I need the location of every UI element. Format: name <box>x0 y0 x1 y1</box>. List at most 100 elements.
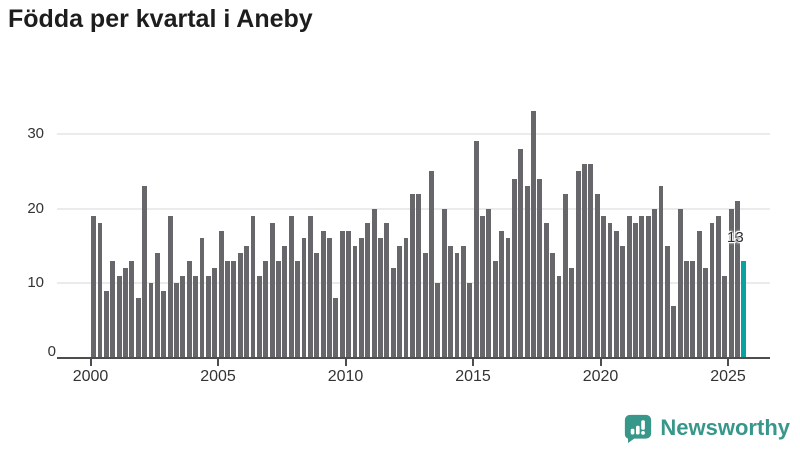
bar <box>320 231 326 358</box>
y-tick-label-20: 20 <box>27 200 44 217</box>
bar <box>620 246 626 358</box>
bar <box>626 216 632 358</box>
x-tick-label-2015: 2015 <box>455 368 491 385</box>
bar <box>441 209 447 358</box>
bar <box>91 216 97 358</box>
bar <box>282 246 288 358</box>
bar <box>499 231 505 358</box>
bar <box>103 291 109 358</box>
bar <box>250 216 256 358</box>
bar <box>480 216 485 358</box>
bar <box>409 194 415 358</box>
bar <box>327 238 332 358</box>
bar <box>116 276 122 358</box>
gridline-30 <box>57 133 770 135</box>
bar <box>346 231 352 358</box>
bar <box>588 164 594 358</box>
bar <box>231 261 237 358</box>
x-tick-label-2000: 2000 <box>72 368 109 385</box>
bar <box>652 209 658 358</box>
bar <box>601 216 607 358</box>
highlighted-bar <box>741 261 747 358</box>
bar <box>129 261 135 358</box>
bar <box>301 238 307 358</box>
bar <box>607 223 613 358</box>
bar <box>135 298 141 358</box>
bar <box>276 261 281 358</box>
bar <box>384 223 390 358</box>
bar <box>511 179 517 358</box>
bar <box>422 253 428 358</box>
x-tick-label-2005: 2005 <box>200 368 236 385</box>
bar <box>658 186 664 358</box>
newsworthy-logo-icon <box>623 413 653 443</box>
bar <box>735 201 740 358</box>
bar <box>645 216 651 358</box>
bar <box>180 276 186 358</box>
bar <box>524 186 530 358</box>
x-tick-label-2010: 2010 <box>327 368 364 385</box>
bar <box>397 246 403 358</box>
y-tick-label-0: 0 <box>47 343 56 360</box>
bar <box>358 238 364 358</box>
bar <box>123 268 128 358</box>
y-tick-label-30: 30 <box>27 125 44 142</box>
bar <box>448 246 454 358</box>
bar <box>639 216 645 358</box>
bar <box>205 276 211 358</box>
bar <box>218 231 224 358</box>
bar <box>371 209 377 358</box>
bar <box>333 298 339 358</box>
bar <box>684 261 689 358</box>
bar <box>633 223 638 358</box>
x-tick-2005 <box>217 359 219 366</box>
bar <box>244 246 250 358</box>
bar <box>378 238 383 358</box>
bar <box>505 238 511 358</box>
bar <box>142 186 148 358</box>
bar <box>174 283 179 358</box>
bar <box>492 261 498 358</box>
x-axis-line <box>57 357 770 359</box>
bar <box>161 291 167 358</box>
chart-title: Födda per kvartal i Aneby <box>8 5 313 33</box>
bar <box>365 223 371 358</box>
bar <box>390 268 396 358</box>
bar <box>562 194 568 358</box>
brand-name: Newsworthy <box>660 415 790 440</box>
bar <box>454 253 460 358</box>
bar <box>307 216 313 358</box>
bar <box>212 268 218 358</box>
bar <box>199 238 205 358</box>
bar <box>664 246 670 358</box>
bar <box>110 261 116 358</box>
bar <box>263 261 269 358</box>
bar <box>537 179 543 358</box>
bar <box>186 261 192 358</box>
bar <box>237 253 243 358</box>
x-tick-2010 <box>344 359 347 366</box>
y-tick-label-10: 10 <box>27 274 44 291</box>
x-tick-2025 <box>727 359 729 366</box>
bar <box>225 261 230 358</box>
bar <box>709 223 715 358</box>
bar <box>486 209 492 358</box>
brand-footer[interactable]: Newsworthy <box>623 413 790 443</box>
x-tick-2000 <box>89 359 92 366</box>
bar <box>473 141 479 358</box>
bar <box>288 216 294 358</box>
bar <box>467 283 473 358</box>
bar <box>429 171 434 358</box>
bar <box>352 246 358 358</box>
bar <box>594 194 600 358</box>
bar <box>715 216 721 358</box>
bar <box>97 223 103 358</box>
bar <box>154 253 160 358</box>
bar <box>575 171 581 358</box>
bar <box>269 223 275 358</box>
bar <box>690 261 696 358</box>
bar <box>556 276 562 358</box>
bar <box>671 306 677 358</box>
bar <box>550 253 556 358</box>
